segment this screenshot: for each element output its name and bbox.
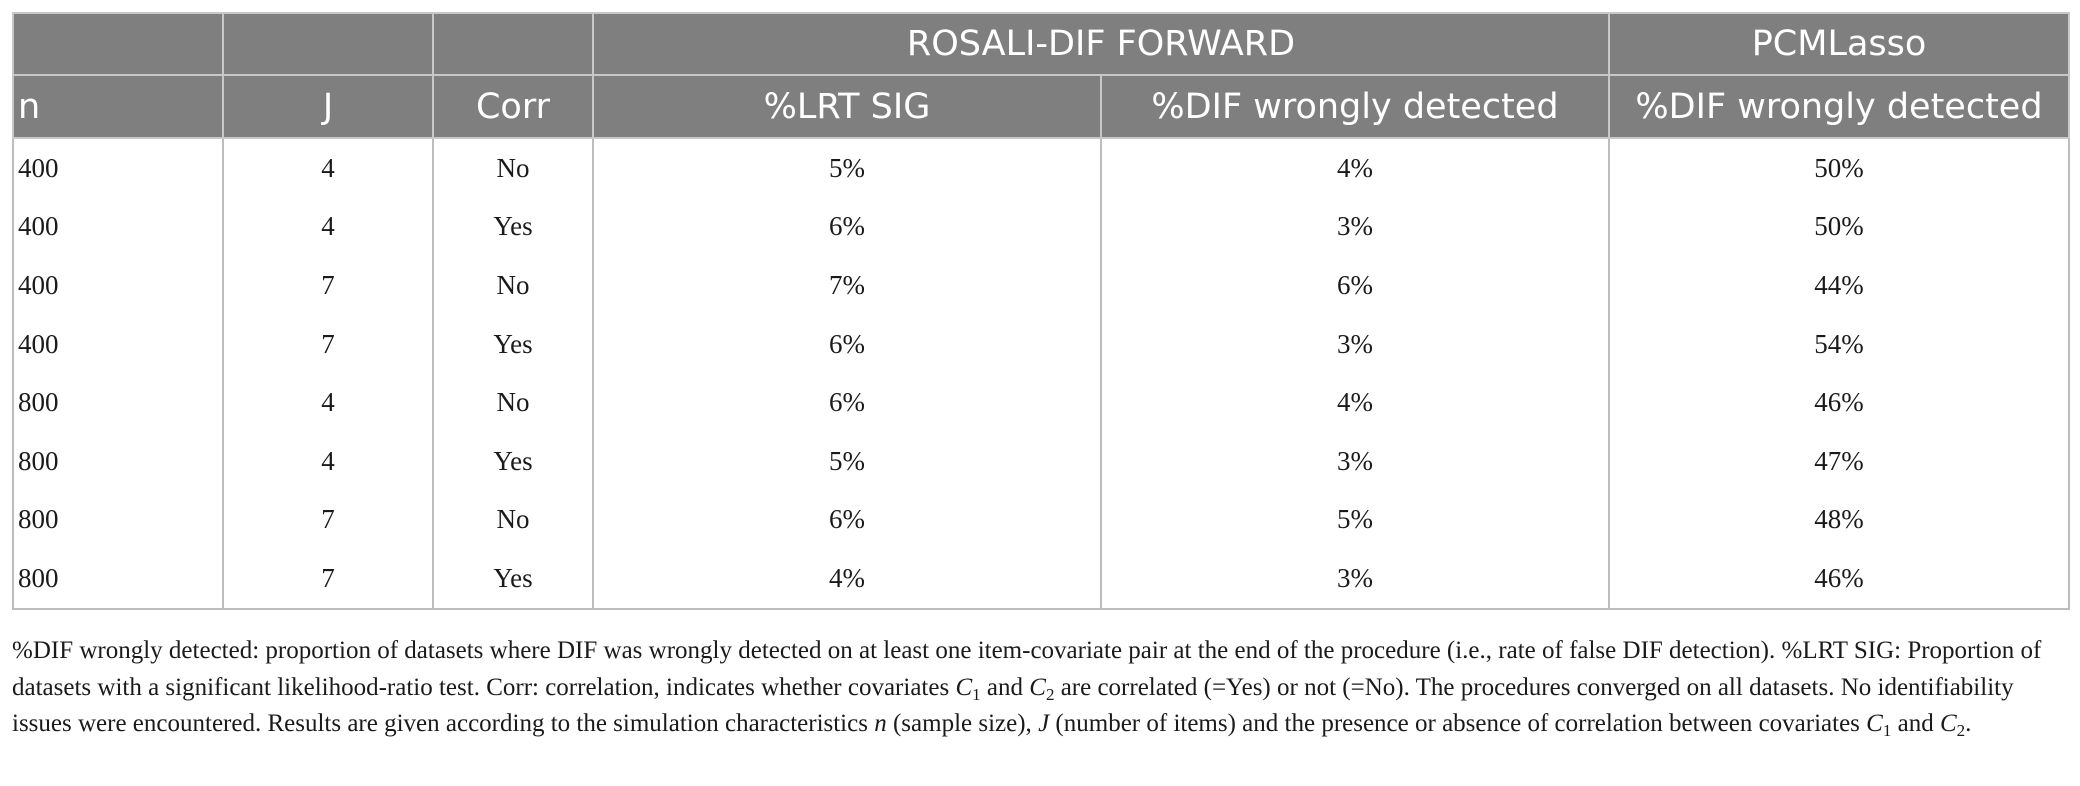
cell-lrt-sig: 5% (592, 431, 1102, 491)
cell-dif-rosali: 5% (1100, 490, 1610, 550)
results-table: ROSALI-DIF FORWARD PCMLasso n J Corr %LR… (12, 12, 2070, 610)
table-row: 800 7 No 6% 5% 48% (12, 490, 2070, 550)
cell-lrt-sig: 5% (592, 138, 1102, 198)
footnote-text: and (1891, 710, 1940, 737)
cell-dif-rosali: 4% (1100, 373, 1610, 432)
cell-j: 4 (222, 197, 434, 257)
cell-lrt-sig: 6% (592, 197, 1102, 257)
cell-dif-rosali: 6% (1100, 256, 1610, 315)
covariate-subscript: 1 (972, 684, 981, 704)
cell-dif-pcmlasso: 50% (1608, 197, 2070, 257)
cell-j: 4 (222, 431, 434, 491)
cell-dif-rosali: 4% (1100, 138, 1610, 198)
header-group-row: ROSALI-DIF FORWARD PCMLasso (12, 12, 2070, 76)
cell-j: 7 (222, 549, 434, 610)
cell-n: 400 (12, 197, 224, 257)
table-container: ROSALI-DIF FORWARD PCMLasso n J Corr %LR… (12, 12, 2070, 610)
cell-n: 400 (12, 314, 224, 374)
table-footnote: %DIF wrongly detected: proportion of dat… (12, 633, 2068, 743)
cell-dif-pcmlasso: 47% (1608, 431, 2070, 491)
table-row: 400 4 No 5% 4% 50% (12, 138, 2070, 198)
cell-corr: Yes (432, 549, 594, 610)
variable-j: J (1038, 710, 1050, 737)
column-header-corr: Corr (432, 74, 594, 139)
column-header-dif-pcmlasso: %DIF wrongly detected (1608, 74, 2070, 139)
cell-n: 400 (12, 256, 224, 315)
cell-n: 800 (12, 373, 224, 432)
cell-dif-pcmlasso: 54% (1608, 314, 2070, 374)
column-header-lrt-sig: %LRT SIG (592, 74, 1102, 139)
table-row: 800 4 No 6% 4% 46% (12, 373, 2070, 432)
table-row: 400 4 Yes 6% 3% 50% (12, 197, 2070, 257)
cell-n: 800 (12, 490, 224, 550)
group-header-cell (432, 12, 594, 76)
table-row: 800 4 Yes 5% 3% 47% (12, 431, 2070, 491)
table-row: 800 7 Yes 4% 3% 46% (12, 549, 2070, 610)
covariate-subscript: 1 (1882, 721, 1892, 740)
cell-dif-pcmlasso: 50% (1608, 138, 2070, 198)
footnote-text: . (1965, 710, 1972, 737)
table-header: ROSALI-DIF FORWARD PCMLasso n J Corr %LR… (12, 12, 2070, 139)
cell-corr: No (432, 256, 594, 315)
footnote-text: (sample size), (886, 710, 1039, 737)
cell-lrt-sig: 6% (592, 490, 1102, 550)
column-header-j: J (222, 74, 434, 139)
column-header-dif-rosali: %DIF wrongly detected (1100, 74, 1610, 139)
table-row: 400 7 No 7% 6% 44% (12, 256, 2070, 315)
cell-lrt-sig: 4% (592, 549, 1102, 610)
group-header-rosali: ROSALI-DIF FORWARD (592, 12, 1610, 76)
cell-n: 800 (12, 431, 224, 491)
covariate-symbol: C (1866, 710, 1883, 737)
cell-j: 4 (222, 138, 434, 198)
cell-corr: Yes (432, 431, 594, 491)
column-header-n: n (12, 74, 224, 139)
cell-lrt-sig: 6% (592, 314, 1102, 374)
cell-dif-pcmlasso: 46% (1608, 549, 2070, 610)
cell-dif-pcmlasso: 44% (1608, 256, 2070, 315)
group-header-cell (222, 12, 434, 76)
cell-dif-rosali: 3% (1100, 314, 1610, 374)
covariate-symbol: C (955, 673, 973, 701)
cell-dif-rosali: 3% (1100, 431, 1610, 491)
footnote-text: and (980, 673, 1030, 701)
cell-j: 7 (222, 314, 434, 374)
cell-lrt-sig: 6% (592, 373, 1102, 432)
cell-corr: Yes (432, 197, 594, 257)
cell-j: 7 (222, 256, 434, 315)
cell-j: 4 (222, 373, 434, 432)
cell-j: 7 (222, 490, 434, 550)
covariate-symbol: C (1939, 710, 1957, 737)
cell-dif-pcmlasso: 48% (1608, 490, 2070, 550)
variable-n: n (874, 710, 887, 737)
group-header-cell (12, 12, 224, 76)
cell-dif-pcmlasso: 46% (1608, 373, 2070, 432)
footnote-text: are correlated (=Yes) or not (=No). The … (12, 673, 2014, 738)
footnote-text: %DIF wrongly detected: proportion of dat… (12, 637, 2042, 701)
cell-n: 800 (12, 549, 224, 610)
covariate-subscript: 2 (1956, 721, 1966, 740)
cell-corr: No (432, 490, 594, 550)
cell-corr: No (432, 138, 594, 198)
table-body: 400 4 No 5% 4% 50% 400 4 Yes 6% 3% 50% 400 7 No 7% 6% 44%… (12, 138, 2070, 610)
covariate-subscript: 2 (1045, 684, 1055, 704)
cell-dif-rosali: 3% (1100, 549, 1610, 610)
cell-corr: No (432, 373, 594, 432)
covariate-symbol: C (1029, 673, 1046, 701)
table-row: 400 7 Yes 6% 3% 54% (12, 314, 2070, 374)
group-header-pcmlasso: PCMLasso (1608, 12, 2070, 76)
header-column-row: n J Corr %LRT SIG %DIF wrongly detected … (12, 74, 2070, 139)
cell-n: 400 (12, 138, 224, 198)
cell-dif-rosali: 3% (1100, 197, 1610, 257)
cell-lrt-sig: 7% (592, 256, 1102, 315)
footnote-text: (number of items) and the presence or ab… (1049, 710, 1867, 737)
cell-corr: Yes (432, 314, 594, 374)
